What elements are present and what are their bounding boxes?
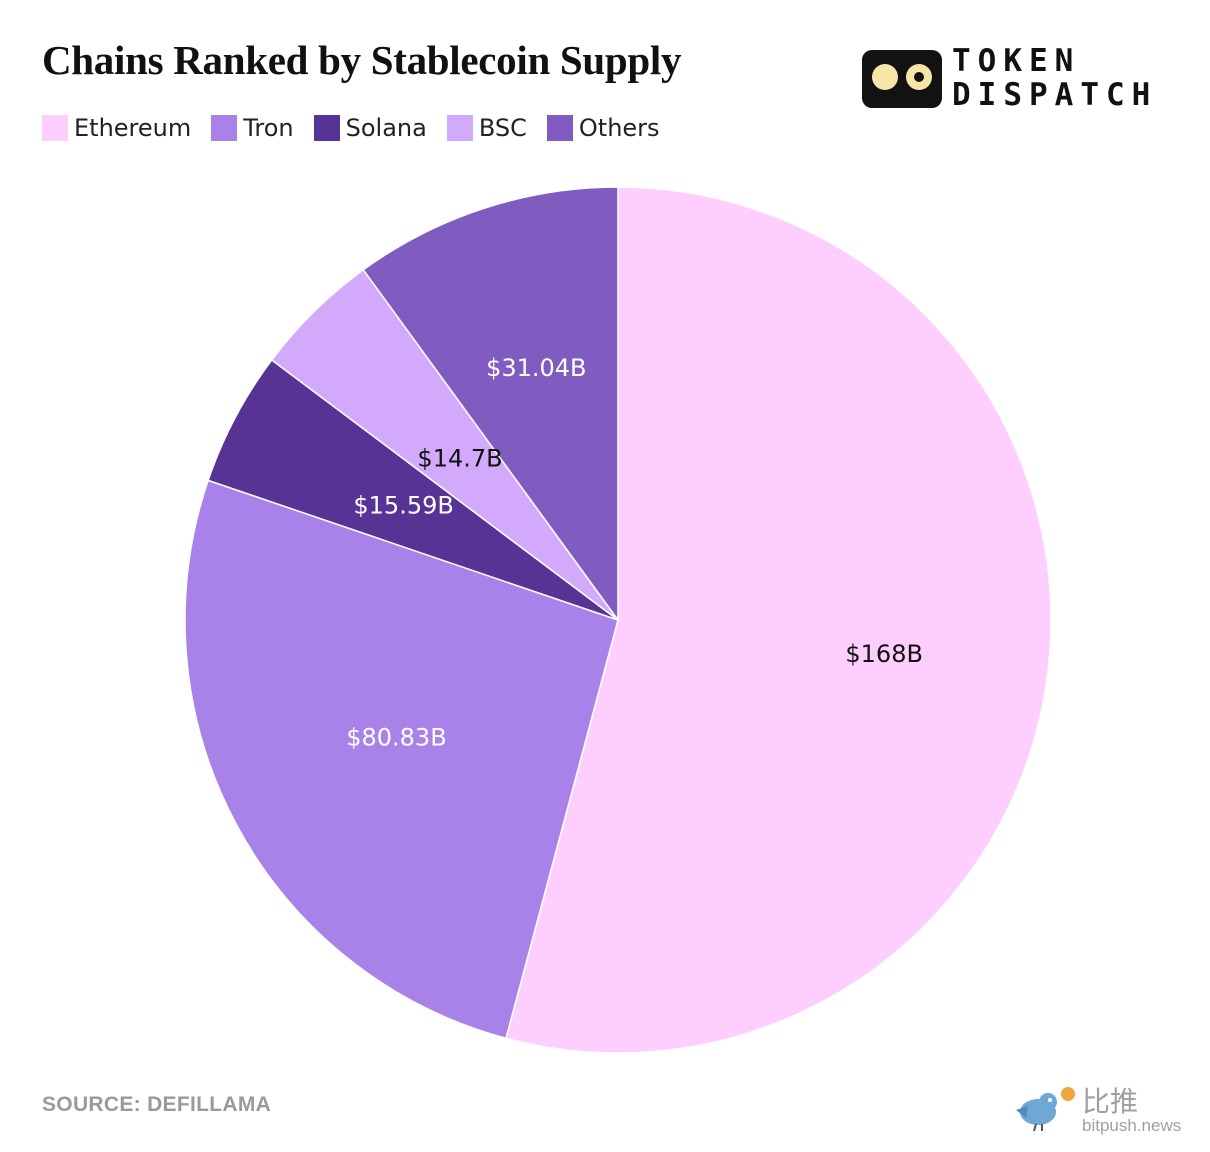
legend-swatch	[546, 115, 573, 141]
watermark-url: bitpush.news	[1082, 1116, 1182, 1135]
legend-label: BSC	[478, 114, 527, 142]
legend-item-solana: Solana	[313, 114, 427, 142]
bitpush-watermark: 比推 bitpush.news	[1012, 1080, 1202, 1140]
slice-label-solana: $15.59B	[353, 492, 453, 520]
legend-swatch	[446, 115, 473, 141]
logo-face-icon	[862, 50, 942, 108]
pie-slice-ethereum	[505, 186, 1052, 1054]
slice-label-ethereum: $168B	[845, 640, 923, 668]
token-dispatch-logo: TOKEN DISPATCH	[862, 46, 1182, 112]
logo-text-dispatch: DISPATCH	[952, 77, 1158, 113]
pie-slice-tron	[184, 479, 619, 1040]
bird-icon	[1016, 1087, 1075, 1132]
watermark-cn-text: 比推	[1082, 1085, 1139, 1118]
slice-label-tron: $80.83B	[346, 723, 446, 751]
legend-label: Solana	[345, 114, 427, 142]
legend-swatch	[42, 115, 68, 141]
source-note: SOURCE: DEFILLAMA	[42, 1093, 272, 1116]
pie-slice-others	[362, 186, 619, 623]
legend-label: Others	[578, 114, 660, 142]
chart-title: Chains Ranked by Stablecoin Supply	[42, 37, 682, 83]
slice-label-others: $31.04B	[486, 354, 586, 382]
legend-swatch	[211, 115, 238, 141]
legend-swatch	[313, 115, 340, 141]
legend-item-bsc: BSC	[446, 114, 527, 142]
legend-item-others: Others	[546, 114, 660, 142]
slice-label-bsc: $14.7B	[417, 445, 502, 473]
chart-legend: Ethereum Tron Solana BSC Others	[42, 112, 680, 144]
logo-text-token: TOKEN	[952, 43, 1081, 79]
legend-item-tron: Tron	[211, 114, 294, 142]
legend-item-ethereum: Ethereum	[42, 114, 191, 142]
legend-label: Ethereum	[74, 114, 192, 142]
legend-label: Tron	[243, 114, 294, 142]
